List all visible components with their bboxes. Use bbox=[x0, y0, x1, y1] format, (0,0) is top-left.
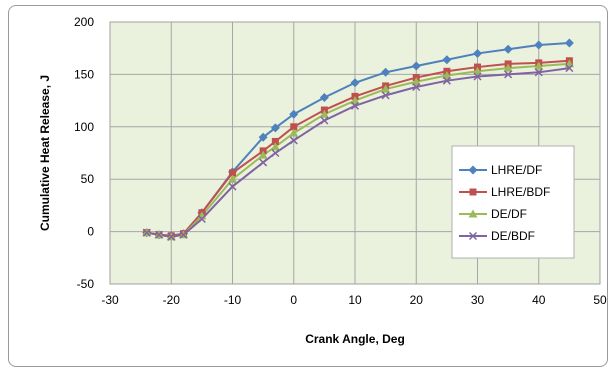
data-point bbox=[142, 228, 151, 237]
data-point bbox=[503, 63, 513, 72]
data-point bbox=[350, 96, 360, 105]
data-point bbox=[289, 128, 299, 137]
x-tick-label: 30 bbox=[471, 293, 485, 307]
data-point bbox=[534, 68, 543, 77]
x-tick-label: 20 bbox=[410, 293, 424, 307]
data-point bbox=[270, 123, 280, 133]
data-point bbox=[473, 48, 482, 58]
x-tick-label: 40 bbox=[532, 293, 546, 307]
data-point bbox=[503, 44, 513, 54]
data-point bbox=[320, 116, 329, 125]
data-point bbox=[179, 230, 188, 239]
legend-label: DE/BDF bbox=[491, 229, 535, 243]
data-point bbox=[271, 137, 279, 145]
data-point bbox=[229, 169, 236, 177]
data-point bbox=[473, 72, 482, 81]
data-point bbox=[228, 182, 237, 191]
y-tick-label: 200 bbox=[74, 15, 94, 29]
x-tick-label: 50 bbox=[593, 293, 607, 307]
y-axis-label: Cumulative Heat Release, J bbox=[38, 75, 52, 231]
data-point bbox=[381, 67, 391, 77]
data-point bbox=[473, 66, 482, 75]
data-point bbox=[167, 232, 176, 241]
x-tick-label: 10 bbox=[348, 293, 362, 307]
data-point bbox=[565, 64, 574, 73]
legend-label: LHRE/DF bbox=[491, 163, 542, 177]
data-point bbox=[411, 77, 421, 86]
data-point bbox=[258, 150, 268, 159]
legend-label: DE/DF bbox=[491, 207, 527, 221]
x-tick-label: -30 bbox=[101, 293, 119, 307]
data-point bbox=[289, 136, 298, 145]
data-point bbox=[228, 174, 237, 183]
x-tick-label: -20 bbox=[163, 293, 181, 307]
data-point bbox=[319, 109, 329, 118]
legend-swatch-marker bbox=[468, 165, 478, 175]
y-tick-label: 150 bbox=[74, 67, 94, 81]
data-point bbox=[319, 92, 329, 102]
x-tick-label: 0 bbox=[290, 293, 297, 307]
data-point bbox=[504, 70, 513, 79]
data-point bbox=[564, 38, 574, 48]
data-point bbox=[289, 109, 299, 119]
tick-labels: -30 -20 -10 0 10 20 30 40 50 -50 0 50 100 150 200 bbox=[74, 15, 607, 307]
data-point bbox=[534, 40, 544, 50]
data-point bbox=[412, 82, 421, 92]
data-point bbox=[442, 76, 451, 85]
y-tick-label: -50 bbox=[77, 277, 95, 291]
data-point bbox=[442, 70, 452, 79]
legend: LHRE/DF LHRE/BDF DE/DF DE/BDF bbox=[451, 145, 575, 259]
data-point bbox=[442, 55, 452, 65]
y-tick-label: 50 bbox=[81, 172, 95, 186]
x-tick-label: -10 bbox=[224, 293, 242, 307]
data-point bbox=[350, 78, 360, 88]
y-tick-label: 0 bbox=[87, 225, 94, 239]
data-point bbox=[270, 142, 280, 151]
y-tick-label: 100 bbox=[74, 120, 94, 134]
data-point bbox=[411, 61, 421, 71]
data-point bbox=[534, 61, 544, 70]
legend-swatch-marker bbox=[468, 231, 478, 241]
data-point bbox=[290, 123, 298, 131]
legend-swatch-marker bbox=[469, 188, 477, 196]
data-point bbox=[259, 158, 268, 167]
data-point bbox=[271, 148, 280, 158]
data-point bbox=[154, 230, 164, 239]
legend-box bbox=[451, 145, 575, 259]
legend-swatch-marker bbox=[468, 209, 478, 218]
data-point bbox=[258, 132, 268, 142]
legend-label: LHRE/BDF bbox=[491, 185, 550, 199]
data-point bbox=[381, 91, 390, 100]
x-axis-label: Crank Angle, Deg bbox=[305, 332, 405, 346]
data-point bbox=[197, 214, 206, 224]
data-point bbox=[381, 84, 391, 93]
data-point bbox=[350, 101, 360, 110]
series-lines bbox=[142, 38, 574, 241]
